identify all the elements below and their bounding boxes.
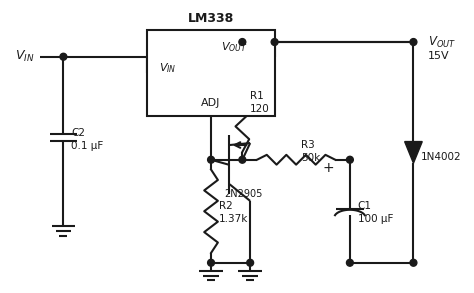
Text: 120: 120 <box>250 104 270 114</box>
Text: R1: R1 <box>250 91 264 101</box>
Circle shape <box>410 39 417 45</box>
Circle shape <box>247 259 254 266</box>
Text: ADJ: ADJ <box>201 98 221 108</box>
Text: 50k: 50k <box>301 153 320 163</box>
Circle shape <box>208 156 214 163</box>
Circle shape <box>60 53 67 60</box>
Circle shape <box>271 39 278 45</box>
Circle shape <box>410 259 417 266</box>
Text: 0.1 μF: 0.1 μF <box>71 141 103 151</box>
Circle shape <box>346 156 353 163</box>
Circle shape <box>239 156 246 163</box>
Circle shape <box>208 259 214 266</box>
Polygon shape <box>405 142 422 163</box>
Text: R2: R2 <box>219 201 233 211</box>
Text: 15V: 15V <box>428 51 450 61</box>
Text: $V_{OUT}$: $V_{OUT}$ <box>221 40 247 54</box>
Circle shape <box>239 39 246 45</box>
Text: +: + <box>323 161 334 175</box>
Text: 1N4002: 1N4002 <box>421 152 462 162</box>
Text: C1: C1 <box>358 201 372 211</box>
Text: 100 μF: 100 μF <box>358 214 393 224</box>
Text: $V_{IN}$: $V_{IN}$ <box>159 61 177 75</box>
Text: 1.37k: 1.37k <box>219 214 248 224</box>
Text: LM338: LM338 <box>188 12 234 25</box>
Bar <box>147 30 274 116</box>
Text: R3: R3 <box>301 140 315 150</box>
Text: C2: C2 <box>71 128 85 138</box>
Text: $V_{OUT}$: $V_{OUT}$ <box>428 35 456 50</box>
Text: 2N2905: 2N2905 <box>224 189 262 199</box>
Circle shape <box>346 259 353 266</box>
Text: $V_{IN}$: $V_{IN}$ <box>15 49 34 64</box>
